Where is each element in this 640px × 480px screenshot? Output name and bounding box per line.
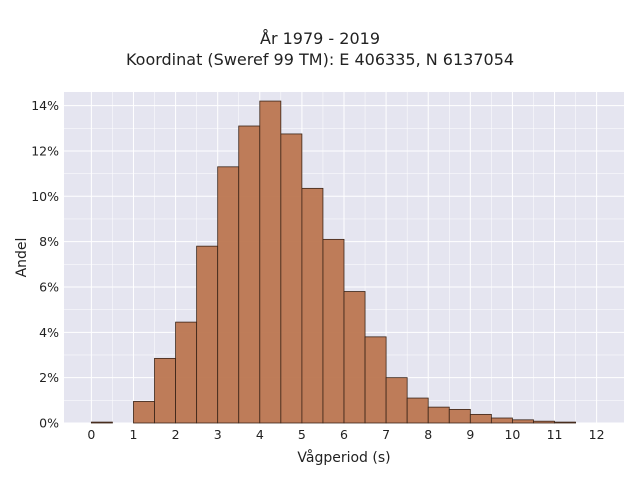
y-tick-label: 2% xyxy=(39,370,59,385)
histogram-bars xyxy=(90,100,576,424)
y-tick-label: 10% xyxy=(31,189,59,204)
histogram-bar xyxy=(427,406,450,424)
x-tick-label: 12 xyxy=(589,427,605,442)
y-axis-ticks: 0% 2% 4% 6% 8% 10% 12% 14% xyxy=(31,98,59,430)
histogram-bar xyxy=(512,419,534,424)
y-tick-label: 6% xyxy=(39,279,59,294)
histogram-bar xyxy=(385,377,408,424)
chart-title: År 1979 - 2019 Koordinat (Sweref 99 TM):… xyxy=(0,28,640,70)
histogram-bar xyxy=(406,397,429,424)
histogram-bar xyxy=(469,413,492,424)
histogram-bar xyxy=(259,100,282,424)
y-axis-label: Andel xyxy=(14,238,30,278)
histogram-bar xyxy=(280,133,303,424)
histogram-bar xyxy=(133,401,155,424)
x-tick-label: 7 xyxy=(382,427,390,442)
x-tick-label: 1 xyxy=(129,427,137,442)
y-tick-label: 12% xyxy=(31,143,59,158)
histogram-bar xyxy=(533,420,555,424)
histogram-bar xyxy=(343,291,366,424)
y-tick-label: 0% xyxy=(39,416,59,431)
x-tick-label: 2 xyxy=(172,427,180,442)
y-tick-label: 4% xyxy=(39,325,59,340)
histogram-bar xyxy=(364,336,387,424)
y-tick-label: 14% xyxy=(31,98,59,113)
histogram-bar xyxy=(448,408,471,424)
y-tick-label: 8% xyxy=(39,234,59,249)
x-tick-label: 5 xyxy=(298,427,306,442)
histogram-bar xyxy=(217,166,240,424)
x-tick-label: 6 xyxy=(340,427,348,442)
x-tick-label: 11 xyxy=(547,427,563,442)
histogram-bar xyxy=(90,421,113,424)
x-tick-label: 4 xyxy=(256,427,264,442)
histogram-bar xyxy=(196,245,219,424)
x-tick-label: 8 xyxy=(424,427,432,442)
chart-title-line-1: År 1979 - 2019 xyxy=(260,29,380,48)
histogram-bar xyxy=(175,321,198,424)
histogram-bar xyxy=(322,238,345,424)
x-tick-label: 10 xyxy=(504,427,520,442)
histogram-bar xyxy=(554,421,576,424)
x-axis-label: Vågperiod (s) xyxy=(297,449,390,466)
histogram-bar xyxy=(238,125,261,424)
chart-title-line-2: Koordinat (Sweref 99 TM): E 406335, N 61… xyxy=(125,50,515,69)
histogram-bar xyxy=(490,417,513,424)
x-tick-label: 0 xyxy=(87,427,95,442)
histogram-bar xyxy=(154,357,176,424)
x-tick-label: 3 xyxy=(214,427,222,442)
histogram-bar xyxy=(301,187,324,424)
x-axis-ticks: 0 1 2 3 4 5 6 7 8 9 10 11 12 xyxy=(87,427,604,442)
x-tick-label: 9 xyxy=(466,427,474,442)
